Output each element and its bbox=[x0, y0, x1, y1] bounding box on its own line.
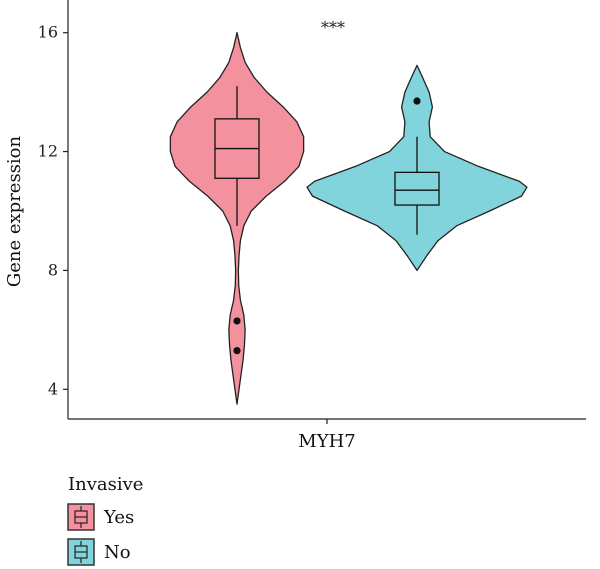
legend-title: Invasive bbox=[68, 474, 143, 495]
plot-area bbox=[169, 32, 528, 405]
y-tick-label-16: 16 bbox=[38, 23, 58, 42]
y-tick-label-4: 4 bbox=[48, 379, 58, 398]
legend-item-no: No bbox=[67, 538, 131, 566]
box-no bbox=[394, 171, 440, 206]
axes: 4 8 12 16 bbox=[38, 0, 586, 424]
y-axis-title: Gene expression bbox=[4, 135, 25, 287]
outlier-point-yes-0 bbox=[233, 317, 241, 325]
x-category-label: MYH7 bbox=[298, 431, 355, 452]
legend: Invasive Yes No bbox=[67, 474, 143, 566]
legend-item-yes: Yes bbox=[67, 503, 134, 531]
y-tick-label-8: 8 bbox=[48, 260, 58, 279]
y-tick-label-12: 12 bbox=[38, 142, 58, 161]
legend-label-no: No bbox=[104, 542, 131, 563]
significance-label: *** bbox=[321, 18, 345, 37]
outlier-point-yes-1 bbox=[233, 347, 241, 355]
legend-label-yes: Yes bbox=[103, 507, 134, 528]
outlier-point-no-0 bbox=[413, 97, 421, 105]
